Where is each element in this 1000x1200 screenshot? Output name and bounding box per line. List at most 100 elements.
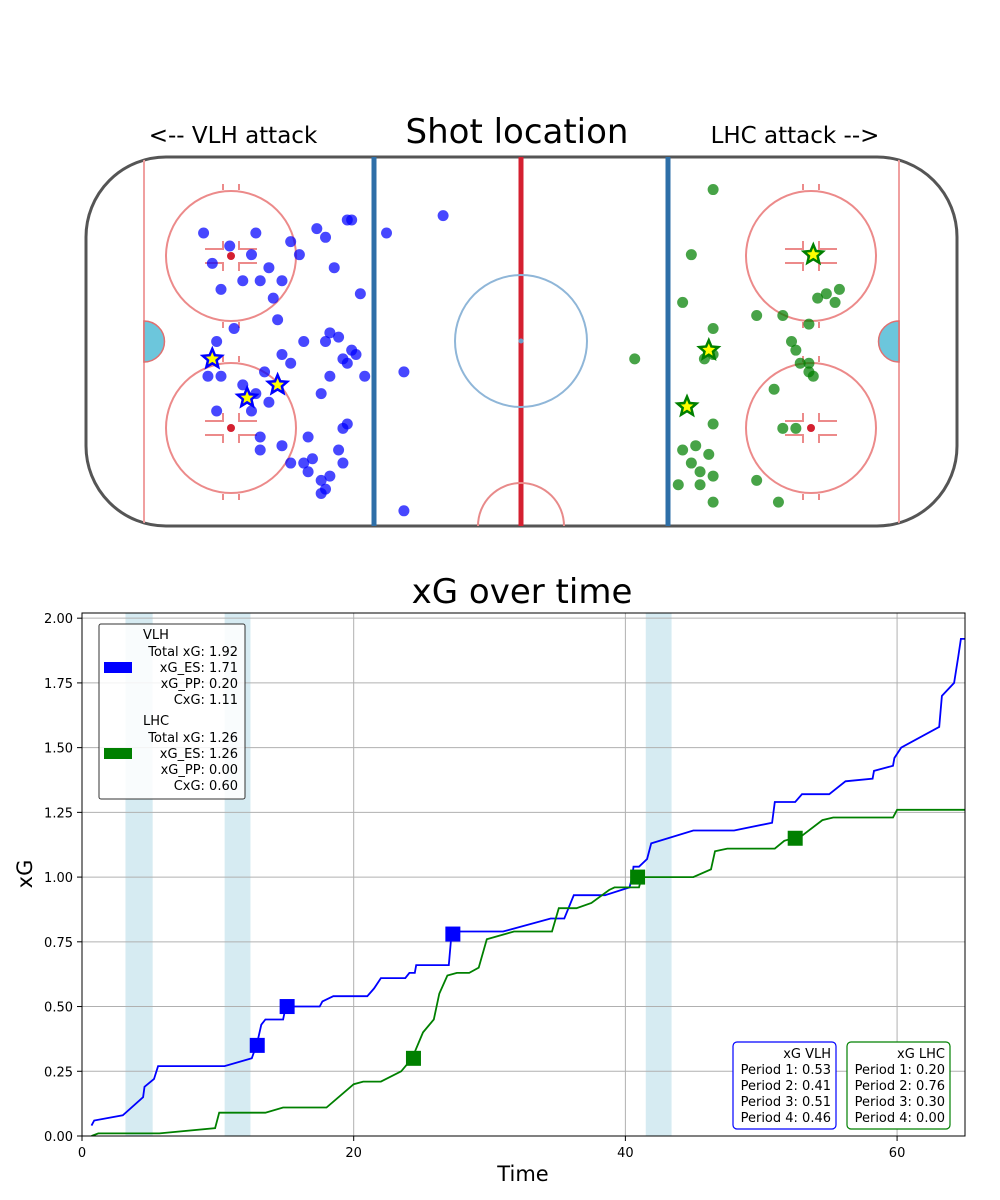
vlh-shot-9 xyxy=(267,292,279,304)
vlh-goal-star-1 xyxy=(265,371,291,396)
lhc-shot-19 xyxy=(790,422,802,434)
lhc-shot-31 xyxy=(772,496,784,508)
lhc-shot-11 xyxy=(786,336,798,347)
vlh-shot-55 xyxy=(337,457,349,469)
vlh-shot-15 xyxy=(320,231,332,243)
power-play-band-2 xyxy=(645,613,672,1136)
lhc-shot-9 xyxy=(833,283,845,295)
vlh-shot-40 xyxy=(341,357,353,369)
legend-lhc-name: LHC xyxy=(143,714,169,729)
lhc-goal-marker-2 xyxy=(787,830,803,846)
legend-vlh-total: Total xG: 1.92 xyxy=(147,645,238,660)
vlh-shot-19 xyxy=(354,288,366,300)
vlh-shot-28 xyxy=(245,405,257,417)
lhc-shot-0 xyxy=(707,184,719,196)
xg-chart: 0 20 40 60 0.00 0.25 0.50 0.75 1.00 1.25 1.50 1.75 2… xyxy=(13,612,966,1186)
legend: VLH Total xG: 1.92 xG_ES: 1.71 xG_PP: 0.… xyxy=(98,623,246,800)
lhc-period-4: Period 4: 0.00 xyxy=(855,1111,945,1126)
lhc-shot-28 xyxy=(672,479,684,491)
lhc-shot-15 xyxy=(803,357,815,369)
lhc-goal-star-1 xyxy=(696,336,722,361)
vlh-shot-49 xyxy=(276,440,288,452)
vlh-period-box-title: xG VLH xyxy=(783,1047,831,1062)
vlh-xg-line xyxy=(90,638,965,1127)
lhc-shot-6 xyxy=(812,292,824,304)
vlh-attack-label: <-- VLH attack xyxy=(148,123,318,149)
x-tick-label-2: 40 xyxy=(617,1146,634,1161)
vlh-shot-35 xyxy=(302,431,314,443)
lhc-shot-29 xyxy=(707,496,719,508)
lhc-shot-13 xyxy=(794,357,806,369)
y-tick-label-6: 1.50 xyxy=(44,742,73,757)
faceoff-circle-left-bottom xyxy=(165,356,297,500)
y-tick-label-7: 1.75 xyxy=(44,677,73,692)
vlh-period-2: Period 2: 0.41 xyxy=(741,1079,831,1094)
vlh-shot-23 xyxy=(237,379,249,391)
rink-title: Shot location xyxy=(405,112,629,152)
legend-vlh-cxg: CxG: 1.11 xyxy=(174,693,238,708)
legend-vlh-name: VLH xyxy=(143,628,169,643)
vlh-shot-2 xyxy=(215,283,227,295)
center-circle xyxy=(454,274,588,408)
lhc-shot-7 xyxy=(820,288,832,300)
lhc-shot-20 xyxy=(707,418,719,430)
lhc-shot-3 xyxy=(707,322,719,334)
vlh-shot-36 xyxy=(320,336,332,347)
vlh-shot-5 xyxy=(245,249,257,261)
vlh-shot-43 xyxy=(324,370,336,382)
x-tick-label-0: 0 xyxy=(78,1146,86,1161)
lhc-goal-star-2 xyxy=(674,393,700,418)
y-tick-label-4: 1.00 xyxy=(44,871,73,886)
vlh-shot-34 xyxy=(298,336,310,347)
goal-markers xyxy=(249,830,803,1066)
lhc-shot-12 xyxy=(790,344,802,356)
vlh-shot-3 xyxy=(224,240,236,252)
xg-lines xyxy=(90,638,965,1136)
lhc-shot-2 xyxy=(677,296,689,308)
vlh-shot-20 xyxy=(380,227,392,239)
x-tick-label-1: 20 xyxy=(345,1146,362,1161)
lhc-shot-21 xyxy=(703,448,715,460)
y-tick-label-3: 0.75 xyxy=(44,936,73,951)
lhc-attack-label: LHC attack --> xyxy=(710,123,880,149)
lhc-period-box-title: xG LHC xyxy=(897,1047,945,1062)
lhc-shot-25 xyxy=(694,466,706,478)
vlh-shot-48 xyxy=(254,444,266,456)
vlh-shot-50 xyxy=(285,457,297,469)
vlh-shot-26 xyxy=(263,396,275,408)
vlh-shot-61 xyxy=(437,210,449,222)
legend-swatch-lhc xyxy=(104,748,132,759)
vlh-shot-27 xyxy=(254,431,266,443)
y-tick-label-1: 0.25 xyxy=(44,1065,73,1080)
y-axis-label: xG xyxy=(13,860,37,889)
vlh-shot-1 xyxy=(206,257,218,269)
lhc-shot-5 xyxy=(803,318,815,330)
vlh-shot-59 xyxy=(315,474,327,486)
lhc-shot-8 xyxy=(829,296,841,308)
vlh-goal-marker-2 xyxy=(445,926,461,942)
vlh-shot-4 xyxy=(237,275,249,287)
lhc-shot-24 xyxy=(685,457,697,469)
vlh-shot-31 xyxy=(211,405,223,417)
legend-lhc-total: Total xG: 1.26 xyxy=(147,731,238,746)
plot-frame xyxy=(81,612,966,1137)
lhc-shot-16 xyxy=(807,370,819,382)
vlh-shot-42 xyxy=(350,349,362,361)
lhc-shot-23 xyxy=(677,444,689,456)
vlh-shot-37 xyxy=(324,327,336,339)
y-tick-label-5: 1.25 xyxy=(44,806,73,821)
vlh-shot-46 xyxy=(341,418,353,430)
vlh-shot-62 xyxy=(398,505,410,517)
vlh-shot-11 xyxy=(285,236,297,248)
lhc-shot-32 xyxy=(629,353,641,365)
vlh-shot-52 xyxy=(302,466,314,478)
lhc-goal-marker-1 xyxy=(630,869,646,885)
vlh-shot-18 xyxy=(346,214,358,226)
lhc-goal-marker-0 xyxy=(405,1050,421,1066)
vlh-period-1: Period 1: 0.53 xyxy=(741,1063,831,1078)
legend-lhc-es: xG_ES: 1.26 xyxy=(160,747,238,762)
vlh-shot-14 xyxy=(311,223,323,235)
referee-crease xyxy=(477,482,565,526)
lhc-shot-17 xyxy=(768,383,780,395)
legend-lhc-cxg: CxG: 0.60 xyxy=(174,779,238,794)
